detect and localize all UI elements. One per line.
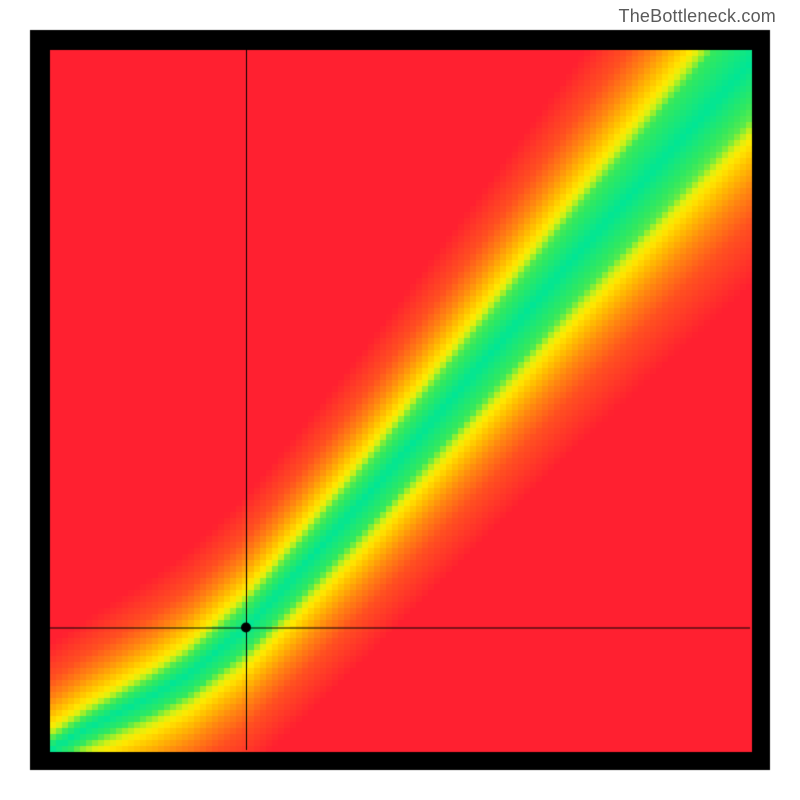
watermark-text: TheBottleneck.com [619, 6, 776, 27]
bottleneck-heatmap [0, 0, 800, 800]
chart-container: TheBottleneck.com [0, 0, 800, 800]
